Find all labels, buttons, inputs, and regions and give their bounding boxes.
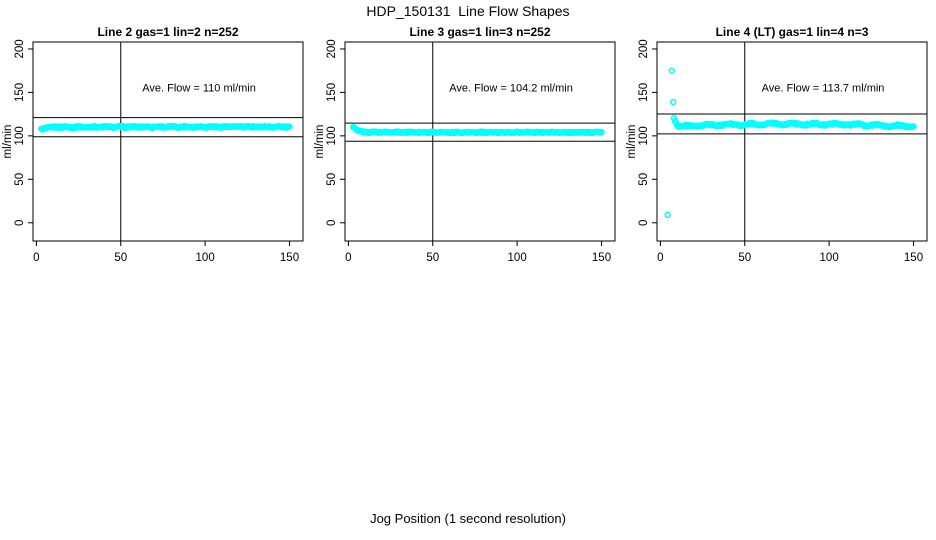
data-point <box>286 123 293 131</box>
plot-box <box>344 41 616 242</box>
plot-box <box>656 41 928 242</box>
x-tick-label: 0 <box>345 252 351 264</box>
y-axis-label: ml/min <box>2 125 14 159</box>
x-tick-label: 150 <box>280 252 299 264</box>
y-tick-label: 50 <box>326 173 338 186</box>
panel-title: Line 2 gas=1 lin=2 n=252 <box>97 25 238 39</box>
panel-line-3: Line 3 gas=1 lin=3 n=252 0 50 100 150 0 50 100 1… <box>314 25 616 264</box>
panel-line-4-lt: Line 4 (LT) gas=1 lin=4 n=3 0 50 100 150 0 50 1… <box>626 25 928 264</box>
x-tick-label: 100 <box>820 252 839 264</box>
data-point <box>598 128 605 136</box>
y-tick-label: 0 <box>638 220 650 226</box>
x-axis-title: Jog Position (1 second resolution) <box>370 511 566 526</box>
x-tick-label: 50 <box>738 252 751 264</box>
outlier-point <box>668 67 675 74</box>
y-tick-label: 100 <box>326 126 338 145</box>
y-tick-label: 200 <box>326 39 338 58</box>
data-points <box>350 123 605 137</box>
y-tick-label: 50 <box>14 173 26 186</box>
panel-title: Line 4 (LT) gas=1 lin=4 n=3 <box>716 25 869 39</box>
x-tick-label: 150 <box>904 252 923 264</box>
data-points <box>664 67 917 219</box>
y-tick-label: 150 <box>638 83 650 102</box>
y-tick-label: 0 <box>326 220 338 226</box>
panel-title: Line 3 gas=1 lin=3 n=252 <box>409 25 550 39</box>
plot-box <box>32 41 304 242</box>
y-tick-label: 100 <box>638 126 650 145</box>
data-point <box>910 123 917 130</box>
outlier-point <box>664 211 671 219</box>
y-tick-label: 100 <box>14 126 26 145</box>
y-tick-label: 200 <box>638 39 650 58</box>
y-tick-label: 0 <box>14 220 26 226</box>
y-tick-label: 50 <box>638 173 650 186</box>
x-tick-label: 50 <box>426 252 439 264</box>
x-tick-label: 0 <box>33 252 39 264</box>
x-tick-label: 50 <box>114 252 127 264</box>
main-title: HDP_150131 Line Flow Shapes <box>366 3 570 19</box>
y-axis-label: ml/min <box>314 125 326 159</box>
y-tick-label: 150 <box>326 83 338 102</box>
y-axis-label: ml/min <box>626 125 638 159</box>
annotation-ave-flow: Ave. Flow = 110 ml/min <box>142 83 256 95</box>
data-points <box>38 122 293 133</box>
x-tick-label: 150 <box>592 252 611 264</box>
y-tick-label: 200 <box>14 39 26 58</box>
x-tick-label: 100 <box>196 252 215 264</box>
annotation-ave-flow: Ave. Flow = 113.7 ml/min <box>762 83 885 95</box>
x-tick-label: 100 <box>508 252 527 264</box>
y-tick-label: 150 <box>14 83 26 102</box>
outlier-point <box>669 98 677 106</box>
x-tick-label: 0 <box>657 252 663 264</box>
annotation-ave-flow: Ave. Flow = 104.2 ml/min <box>449 83 573 95</box>
panel-line-2: Line 2 gas=1 lin=2 n=252 0 50 100 150 0 50 100 1… <box>2 25 304 264</box>
